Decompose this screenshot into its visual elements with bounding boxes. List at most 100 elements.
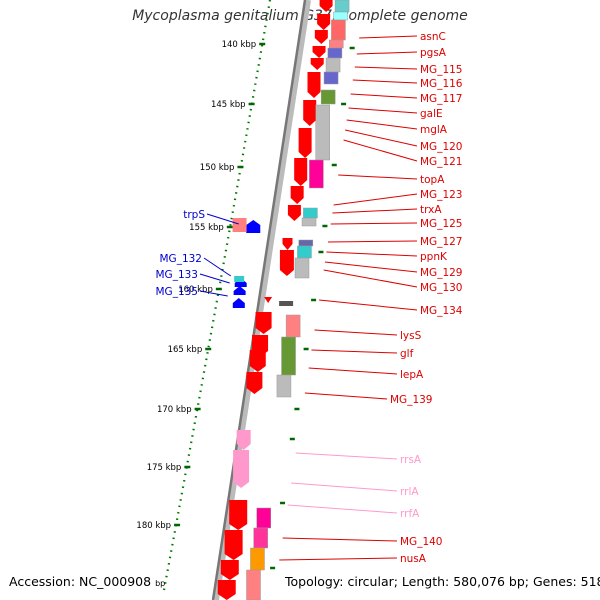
cog-category-bar <box>323 71 339 85</box>
label-leader-line <box>332 208 418 214</box>
gene-label-MG_127: MG_127 <box>420 236 463 248</box>
label-leader-line <box>348 107 418 114</box>
gene-label-MG_125: MG_125 <box>420 218 463 230</box>
gene-label-trpS: trpS <box>183 209 205 221</box>
gene-label-MG_129: MG_129 <box>420 267 463 279</box>
gene-label-MG_120: MG_120 <box>420 141 463 153</box>
gene-label-MG_117: MG_117 <box>420 93 463 105</box>
gene-label-pgsA: pgsA <box>420 47 447 59</box>
cog-category-bar <box>327 47 343 59</box>
label-leader-line <box>287 504 398 514</box>
cog-category-bar <box>320 89 336 105</box>
gene-label-MG_133: MG_133 <box>156 269 199 281</box>
right-gene-labels: asnC pgsA MG_115 MG_116 MG_117 galE mglA MG_120… <box>279 31 463 565</box>
gene-label-rrsA: rrsA <box>400 454 422 466</box>
label-leader-line <box>345 129 418 147</box>
cog-category-bar <box>253 527 268 549</box>
label-leader-line <box>354 66 418 70</box>
label-leader-line <box>199 290 228 297</box>
label-leader-line <box>304 392 388 400</box>
cog-category-bar <box>333 11 348 21</box>
cog-category-bar <box>234 276 245 282</box>
cog-category-bar <box>256 507 271 529</box>
scale-tick-label: 175 kbp <box>147 463 182 473</box>
gene-label-nusA: nusA <box>400 553 427 565</box>
accession-label: Accession: <box>9 574 76 589</box>
rna-gene-arrow <box>236 430 251 450</box>
cog-category-bar <box>281 336 296 376</box>
accession-unit: bp <box>155 579 166 588</box>
forward-gene-arrow <box>229 500 248 530</box>
reverse-gene-arrow <box>234 278 247 287</box>
gene-label-asnC: asnC <box>420 31 446 43</box>
forward-gene-arrow <box>279 250 294 276</box>
forward-gene-arrow <box>298 128 312 158</box>
reverse-gene-arrow <box>232 298 245 308</box>
forward-gene-arrow <box>224 530 243 560</box>
cog-category-bar <box>246 569 261 600</box>
gene-label-ppnK: ppnK <box>420 251 448 263</box>
forward-gene-arrow <box>246 372 263 394</box>
forward-gene-arrow <box>294 158 308 186</box>
gene-label-lepA: lepA <box>400 369 424 381</box>
label-leader-line <box>359 35 418 39</box>
forward-gene-arrow <box>319 0 333 12</box>
reverse-gene-arrow <box>246 220 261 233</box>
forward-gene-arrow <box>307 72 321 98</box>
cog-category-bar <box>276 374 292 398</box>
reverse-strand-genes <box>232 220 261 308</box>
label-leader-line <box>314 329 398 336</box>
label-leader-line <box>352 79 418 84</box>
label-leader-line <box>356 51 418 55</box>
scale-tick-label: 160 kbp <box>178 285 213 295</box>
forward-gene-arrow <box>255 312 272 334</box>
label-leader-line <box>199 273 230 284</box>
gene-label-MG_115: MG_115 <box>420 64 463 76</box>
gene-label-trxA: trxA <box>420 204 442 216</box>
gene-label-MG_134: MG_134 <box>420 305 463 317</box>
gene-label-MG_116: MG_116 <box>420 78 463 90</box>
scale-tick-label: 150 kbp <box>200 163 235 173</box>
genome-backbone-shadow <box>213 0 311 600</box>
forward-gene-arrow <box>303 100 317 126</box>
cog-category-bar <box>250 547 265 571</box>
cog-category-bar <box>297 245 312 259</box>
label-leader-line <box>282 537 398 542</box>
cog-category-bar <box>301 217 317 227</box>
cog-category-bar <box>334 0 350 13</box>
cog-category-bar <box>294 257 310 279</box>
forward-gene-arrow <box>317 14 331 30</box>
forward-strand-genes <box>217 0 333 600</box>
label-leader-line <box>279 557 398 561</box>
gene-label-MG_135: MG_135 <box>156 286 199 298</box>
cog-category-bar <box>331 19 346 41</box>
label-leader-line <box>206 213 239 225</box>
label-leader-line <box>311 349 398 354</box>
accession-value: NC_000908 <box>79 574 152 589</box>
reverse-gene-arrow <box>233 286 246 295</box>
label-leader-line <box>326 251 418 257</box>
label-leader-line <box>327 240 418 243</box>
left-gene-labels: trpS MG_132 MG_133 MG_135 <box>156 209 239 298</box>
label-leader-line <box>346 119 418 130</box>
label-leader-line <box>343 139 418 162</box>
forward-gene-arrow <box>287 205 301 221</box>
forward-gene-arrow <box>220 560 239 580</box>
label-leader-line <box>350 93 418 99</box>
forward-gene-arrow <box>312 46 326 58</box>
scale-ticks: 140 kbp 145 kbp 150 kbp 155 kbp 160 kbp 165 k… <box>136 40 266 531</box>
map-title: Mycoplasma genitalium G37, complete geno… <box>132 8 468 24</box>
scale-tick-label: 155 kbp <box>189 223 224 233</box>
forward-gene-arrow <box>264 297 273 303</box>
gc-content-dots <box>270 46 355 570</box>
forward-gene-arrow <box>314 30 328 44</box>
gene-label-glf: glf <box>400 348 414 360</box>
label-leader-line <box>291 482 398 492</box>
label-leader-line <box>330 222 418 225</box>
cog-category-bar <box>303 207 318 219</box>
cog-category-bar <box>329 39 344 49</box>
gene-label-MG_139: MG_139 <box>390 394 433 406</box>
scale-tick-label: 165 kbp <box>168 345 203 355</box>
label-leader-line <box>295 452 398 460</box>
rna-gene-arrow <box>233 450 250 488</box>
